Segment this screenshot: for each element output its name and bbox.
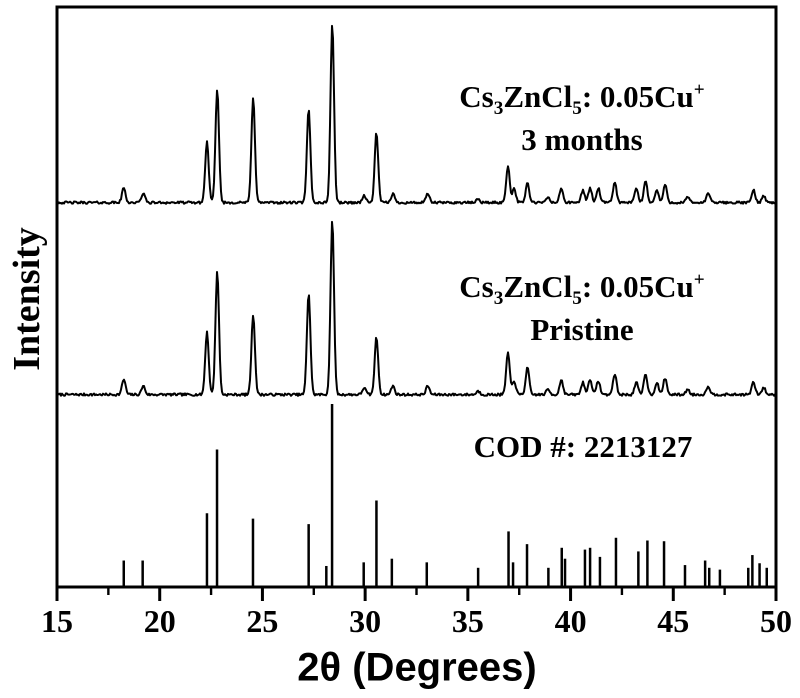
trace-aged-3-months: [56, 24, 777, 205]
annotation-reference-id: COD #: 2213127: [474, 426, 693, 469]
aged-sample-age-label: 3 months: [521, 121, 643, 157]
annotation-aged-sample: Cs3ZnCl5: 0.05Cu+ 3 months: [459, 76, 705, 162]
x-tick-label: 45: [657, 603, 689, 639]
x-axis-ticks: 15 20 25 30 35 40 45 50: [41, 587, 792, 639]
y-axis-label: Intensity: [6, 227, 48, 371]
x-tick-label: 15: [41, 603, 73, 639]
aged-sample-formula: Cs3ZnCl5: 0.05Cu+: [459, 79, 705, 120]
x-tick-label: 35: [452, 603, 484, 639]
x-axis-label: 2θ (Degrees): [297, 645, 537, 690]
reference-cod-number: COD #: 2213127: [473, 429, 693, 464]
annotation-pristine-sample: Cs3ZnCl5: 0.05Cu+ Pristine: [459, 266, 705, 352]
x-tick-label: 50: [760, 603, 792, 639]
pristine-sample-state-label: Pristine: [530, 311, 634, 347]
x-tick-label: 25: [246, 603, 278, 639]
pristine-sample-formula: Cs3ZnCl5: 0.05Cu+: [459, 269, 705, 310]
trace-pristine: [56, 220, 777, 397]
x-tick-label: 30: [349, 603, 381, 639]
x-tick-label: 20: [144, 603, 176, 639]
x-tick-label: 40: [555, 603, 587, 639]
reference-stick-pattern: [122, 404, 769, 586]
